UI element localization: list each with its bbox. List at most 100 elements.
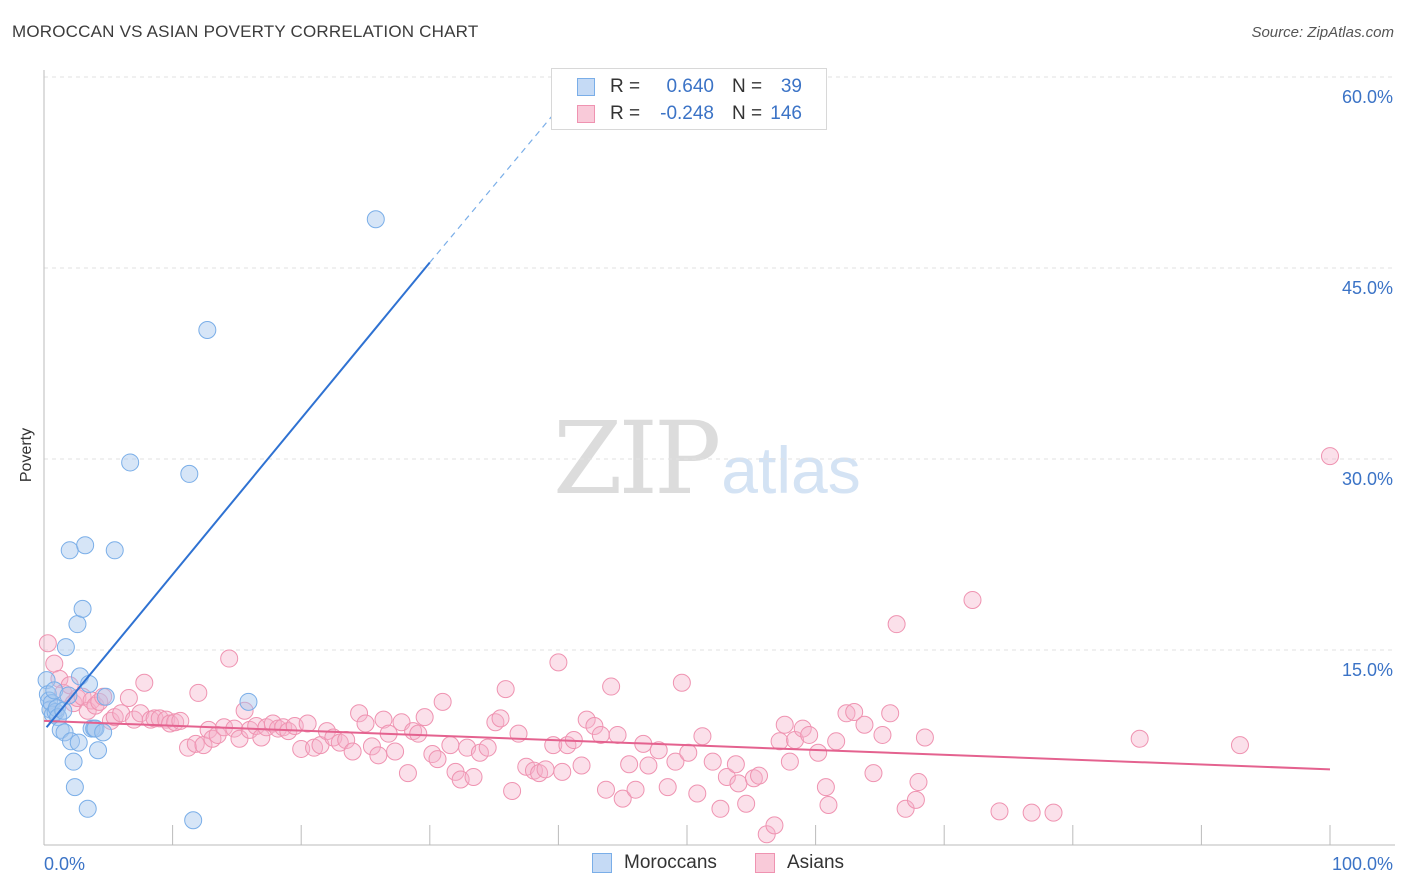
point-asians: [800, 725, 819, 744]
point-asians: [577, 710, 596, 729]
point-asians: [441, 736, 460, 755]
x-tick-label: 100.0%: [1332, 854, 1393, 874]
point-asians: [298, 714, 317, 733]
point-asians: [816, 778, 835, 797]
point-asians: [845, 703, 864, 722]
point-asians: [737, 794, 756, 813]
point-asians: [827, 732, 846, 751]
point-asians: [711, 799, 730, 818]
point-asians: [693, 727, 712, 746]
legend-n-value: 146: [770, 103, 802, 124]
point-asians: [887, 615, 906, 634]
point-asians: [1321, 447, 1339, 466]
legend-r-label: R =: [610, 103, 641, 124]
point-asians: [150, 709, 169, 728]
legend-r-value: -0.248: [660, 103, 714, 124]
point-asians: [235, 701, 254, 720]
point-asians: [1022, 803, 1041, 822]
point-moroccans: [41, 700, 60, 719]
point-asians: [292, 739, 311, 758]
point-moroccans: [198, 321, 217, 340]
point-asians: [220, 649, 239, 668]
legend-row-moroccans: R = 0.640 N = 39: [552, 74, 826, 100]
point-asians: [809, 743, 828, 762]
trendline-moroccans-extension: [429, 115, 553, 263]
point-asians: [775, 715, 794, 734]
trendline-moroccans: [45, 261, 431, 728]
point-asians: [263, 714, 282, 733]
legend-swatch-asians: [577, 105, 595, 123]
point-asians: [666, 752, 685, 771]
point-moroccans: [56, 638, 75, 657]
point-asians: [356, 714, 375, 733]
series-label-asians: Asians: [787, 852, 845, 873]
point-asians: [536, 760, 555, 779]
point-asians: [208, 725, 227, 744]
legend-n-label: N =: [732, 76, 763, 97]
point-asians: [602, 677, 621, 696]
point-asians: [729, 774, 748, 793]
point-moroccans: [89, 741, 108, 760]
point-asians: [915, 728, 934, 747]
point-asians: [135, 673, 154, 692]
point-asians: [343, 742, 362, 761]
point-asians: [793, 719, 812, 738]
point-moroccans: [366, 210, 385, 229]
series-swatch-moroccans: [592, 853, 612, 873]
point-asians: [613, 789, 632, 808]
point-asians: [553, 762, 572, 781]
y-tick-label: 30.0%: [1342, 469, 1393, 489]
point-asians: [478, 738, 497, 757]
point-asians: [765, 816, 784, 835]
point-asians: [608, 725, 627, 744]
point-moroccans: [180, 464, 199, 483]
point-asians: [990, 802, 1009, 821]
point-asians: [50, 669, 69, 688]
point-asians: [909, 773, 928, 792]
point-asians: [369, 746, 388, 765]
point-asians: [620, 755, 639, 774]
point-moroccans: [59, 686, 78, 705]
point-asians: [1044, 803, 1063, 822]
point-asians: [409, 724, 428, 743]
point-asians: [726, 755, 745, 774]
point-moroccans: [96, 687, 115, 706]
point-moroccans: [78, 799, 97, 818]
point-asians: [585, 717, 604, 736]
point-asians: [415, 708, 434, 727]
point-asians: [906, 790, 925, 809]
point-asians: [1130, 729, 1149, 748]
series-label-moroccans: Moroccans: [624, 852, 717, 873]
point-asians: [119, 689, 138, 708]
point-asians: [38, 634, 57, 653]
point-asians: [658, 778, 677, 797]
point-asians: [189, 683, 208, 702]
point-moroccans: [69, 733, 88, 752]
y-tick-label: 15.0%: [1342, 660, 1393, 680]
point-moroccans: [65, 778, 84, 797]
point-asians: [230, 729, 249, 748]
point-asians: [464, 767, 483, 786]
point-asians: [819, 795, 838, 814]
point-moroccans: [40, 691, 59, 710]
point-asians: [744, 769, 763, 788]
correlation-legend: R = 0.640 N = 39 R = -0.248 N = 146: [551, 68, 827, 130]
y-tick-label: 45.0%: [1342, 278, 1393, 298]
point-asians: [186, 734, 205, 753]
point-asians: [864, 764, 883, 783]
legend-r-label: R =: [610, 76, 641, 97]
legend-swatch-moroccans: [577, 78, 595, 96]
point-asians: [703, 752, 722, 771]
point-moroccans: [121, 453, 140, 472]
point-moroccans: [68, 615, 87, 634]
point-asians: [855, 715, 874, 734]
legend-row-asians: R = -0.248 N = 146: [552, 101, 826, 127]
point-asians: [524, 761, 543, 780]
point-asians: [45, 654, 64, 673]
legend-r-value: 0.640: [666, 76, 714, 97]
y-tick-label: 60.0%: [1342, 87, 1393, 107]
point-moroccans: [94, 723, 113, 742]
point-moroccans: [60, 541, 79, 560]
point-asians: [881, 704, 900, 723]
